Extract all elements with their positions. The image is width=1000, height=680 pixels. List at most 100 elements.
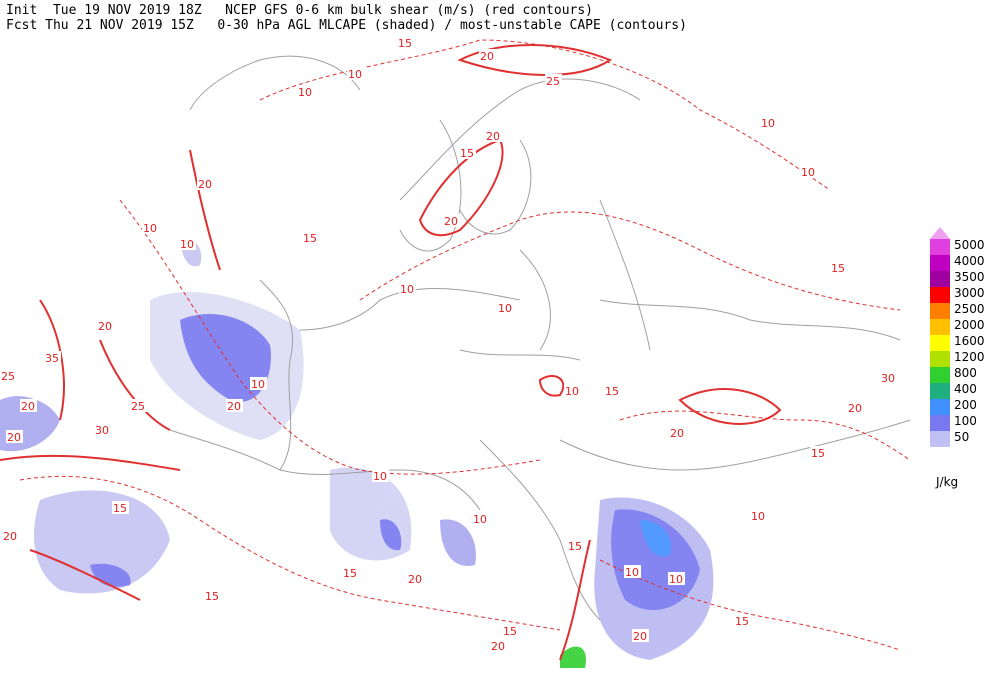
contour-label-bg: [564, 384, 581, 397]
contour-label: 20: [633, 630, 647, 643]
contour-label-bg: [204, 589, 221, 602]
legend-label: 50: [954, 430, 969, 444]
contour-label: 20: [3, 530, 17, 543]
contour-label: 10: [473, 513, 487, 526]
legend-swatch: [930, 351, 950, 367]
contour-label-bg: [112, 501, 129, 514]
contour-label-bg: [44, 351, 61, 364]
legend-swatch: [930, 431, 950, 447]
contour-label-bg: [479, 49, 496, 62]
contour-label: 20: [21, 400, 35, 413]
legend-label: 3500: [954, 270, 985, 284]
contour-label: 20: [7, 431, 21, 444]
contour-label: 15: [398, 37, 412, 50]
contour-label: 20: [848, 402, 862, 415]
contour-label: 15: [343, 567, 357, 580]
contour-label-bg: [226, 399, 243, 412]
contour-label-bg: [750, 509, 767, 522]
legend-swatch: [930, 399, 950, 415]
contour-label-bg: [342, 566, 359, 579]
contour-label: 15: [503, 625, 517, 638]
coastlines: [169, 55, 911, 621]
legend-extend: [930, 227, 950, 239]
contour-label: 15: [811, 447, 825, 460]
contour-label: 10: [180, 238, 194, 251]
legend-label: 800: [954, 366, 977, 380]
contour-label: 10: [625, 566, 639, 579]
contour-label: 10: [761, 117, 775, 130]
legend-swatch: [930, 287, 950, 303]
contour-label-bg: [485, 129, 502, 142]
legend-swatch: [930, 271, 950, 287]
contour-label-bg: [399, 282, 416, 295]
contour-label: 10: [251, 378, 265, 391]
contour-label: 15: [735, 615, 749, 628]
contour-label: 10: [669, 573, 683, 586]
contour-label-bg: [800, 165, 817, 178]
contour-label: 15: [303, 232, 317, 245]
contour-label-bg: [830, 261, 847, 274]
contour-label: 20: [408, 573, 422, 586]
contour-label-bg: [502, 624, 519, 637]
contour-label-bg: [604, 384, 621, 397]
contour-label-bg: [20, 399, 37, 412]
contour-label: 35: [45, 352, 59, 365]
legend-label: 1200: [954, 350, 985, 364]
contour-label: 20: [198, 178, 212, 191]
legend-label: 200: [954, 398, 977, 412]
contour-label-bg: [94, 423, 111, 436]
contour-label-bg: [130, 399, 147, 412]
contour-label: 10: [498, 302, 512, 315]
contour-label-bg: [668, 572, 685, 585]
contour-label: 20: [98, 320, 112, 333]
contour-label-bg: [760, 116, 777, 129]
contour-label: 20: [486, 130, 500, 143]
contour-label-bg: [372, 469, 389, 482]
contour-label-bg: [567, 539, 584, 552]
contour-label-bg: [397, 36, 414, 49]
contour-label: 20: [491, 640, 505, 653]
contour-label: 30: [881, 372, 895, 385]
shear-strong: [0, 44, 782, 661]
contour-label-bg: [669, 426, 686, 439]
legend-label: 3000: [954, 286, 985, 300]
header-line-1: Init Tue 19 NOV 2019 18Z NCEP GFS 0-6 km…: [6, 3, 593, 18]
contour-label-bg: [497, 301, 514, 314]
contour-label-bg: [443, 214, 460, 227]
contour-label: 15: [568, 540, 582, 553]
contour-label: 15: [460, 147, 474, 160]
contour-label-bg: [0, 369, 17, 382]
contour-label: 20: [480, 50, 494, 63]
legend-label: 5000: [954, 238, 985, 252]
legend-label: 4000: [954, 254, 985, 268]
legend-swatch: [930, 239, 950, 255]
contour-label-bg: [734, 614, 751, 627]
legend-swatch: [930, 415, 950, 431]
contour-label-bg: [197, 177, 214, 190]
contour-label: 10: [143, 222, 157, 235]
legend-label: 1600: [954, 334, 985, 348]
legend-unit: J/kg: [935, 475, 958, 489]
contour-label: 20: [227, 400, 241, 413]
contour-label: 20: [444, 215, 458, 228]
contour-label: 15: [113, 502, 127, 515]
contour-label: 10: [400, 283, 414, 296]
contour-label: 10: [801, 166, 815, 179]
legend-swatch: [930, 367, 950, 383]
contour-label-bg: [347, 67, 364, 80]
contour-label: 10: [348, 68, 362, 81]
contour-label: 15: [205, 590, 219, 603]
contour-label: 15: [605, 385, 619, 398]
contour-label-bg: [407, 572, 424, 585]
contour-label: 10: [298, 86, 312, 99]
contour-label: 25: [1, 370, 15, 383]
contour-label-bg: [297, 85, 314, 98]
contour-label-bg: [302, 231, 319, 244]
contour-label: 15: [831, 262, 845, 275]
legend-swatch: [930, 383, 950, 399]
contour-label-bg: [880, 371, 897, 384]
contour-label-bg: [142, 221, 159, 234]
contour-label: 25: [131, 400, 145, 413]
